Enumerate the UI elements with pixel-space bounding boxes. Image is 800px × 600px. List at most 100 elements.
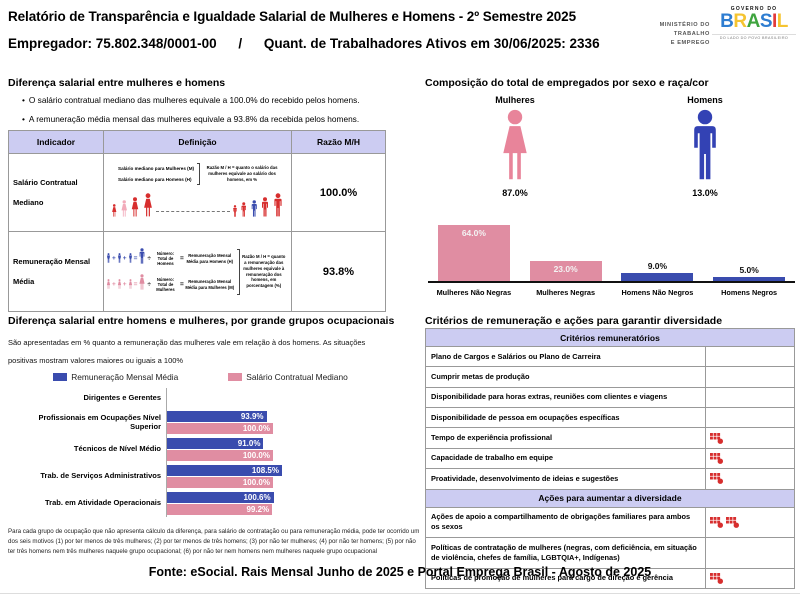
ministry-line: MINISTÉRIO DO [659,22,710,28]
men-percent: 13.0% [692,188,718,198]
bar: 64.0% [437,225,510,281]
bar: 99.2% [167,504,273,515]
legend-label: Salário Contratual Mediano [246,372,348,382]
criteria-row: Políticas de contratação de mulheres (ne… [426,537,794,568]
bar-value-label: 93.9% [240,412,264,421]
women-formula: + + = ÷ Número: Total de Mulheres = Remune… [106,274,235,295]
bar: 108.5% [167,465,282,476]
bar [713,277,786,281]
women-label: Mulheres [495,95,535,105]
female-person-icon [497,109,533,186]
criteria-label: Disponibilidade de pessoa em ocupações e… [426,408,706,428]
bullet-text: A remuneração média mensal das mulheres … [28,114,360,124]
bar: 100.0% [167,423,273,434]
bar-slot: 9.0% [621,261,694,281]
ratio-note: Razão M / H = quanto o salário das mulhe… [206,165,278,182]
criteria-section-header: Ações para aumentar a diversidade [426,488,794,507]
criteria-label: Disponibilidade para horas extras, reuni… [426,387,706,408]
def-line: Salário mediano para Mulheres (M) [118,165,195,171]
female-person-icon [117,276,122,294]
table-row: Remuneração Mensal Média + + = ÷ Número: T… [8,231,386,312]
male-person-icon [128,250,133,268]
bar: 93.9% [167,411,267,422]
composition-heading: Composição do total de empregados por se… [425,77,709,89]
criteria-row: Proatividade, desenvolvimento de ideias … [426,468,794,489]
occ-category-label: Técnicos de Nível Médio [73,444,161,454]
bar-value-label: 99.2% [246,505,270,514]
male-person-icon [687,109,723,186]
employer-id: Empregador: 75.802.348/0001-00 [8,36,217,51]
bar: 91.0% [167,438,264,449]
female-person-icon [142,193,154,222]
bar-slot: 5.0% [713,265,786,281]
formula-text: Número: Total de Homens [156,250,175,267]
people-pictogram-row [106,193,289,222]
male-person-icon [240,202,248,222]
criteria-marks [706,428,794,447]
divide-sign: ÷ [147,281,151,288]
occupational-heading: Diferença salarial entre homens e mulher… [8,315,395,327]
criteria-row: Plano de Cargos e Salários ou Plano de C… [426,346,794,367]
active-workers-count: Quant. de Trabalhadores Ativos em 30/06/… [263,36,600,51]
category-label: Mulheres Negras [536,288,596,297]
male-person-icon [138,248,146,269]
bullet-item: • A remuneração média mensal das mulheres… [22,114,394,124]
col-header-razao: Razão M/H [291,130,386,154]
table-row: Salário Contratual Mediano Salário media… [8,153,386,232]
criteria-marks [706,388,794,407]
male-person-icon [272,193,284,222]
bullet-dot: • [22,95,25,105]
indicator-name: Remuneração Mensal Média [8,231,104,312]
bar-value-label: 100.0% [242,451,270,460]
women-percent: 87.0% [502,188,528,198]
female-person-icon [138,274,146,295]
occ-bars: 100.6% 99.2% [166,490,396,517]
bar-value-label: 5.0% [739,265,759,275]
formula-text: Remuneração Mensal Média para Mulheres (… [185,279,235,290]
male-person-icon [232,204,238,222]
bar-value-label: 100.6% [243,493,271,502]
marked-criterion-icon [710,473,723,485]
divide-sign: ÷ [147,255,151,262]
gov-top-label: GOVERNO DO [730,6,778,12]
criteria-row: Disponibilidade de pessoa em ocupações e… [426,407,794,428]
criteria-label: Plano de Cargos e Salários ou Plano de C… [426,347,706,367]
source-note: Fonte: eSocial. Rais Mensal Junho de 202… [148,565,652,579]
bar-value-label: 100.0% [242,424,270,433]
occupational-footnote: Para cada grupo de ocupação que não apre… [8,528,420,556]
criteria-label: Capacidade de trabalho em equipe [426,448,706,469]
bracket [236,248,240,295]
criteria-marks [706,347,794,366]
criteria-marks [706,469,794,488]
male-person-icon [260,197,270,222]
gov-brand-letter: R [733,11,747,32]
occ-category-label: Dirigentes e Gerentes [83,393,161,403]
female-person-icon [128,276,133,294]
criteria-marks [706,367,794,386]
category-label: Homens Negros [721,288,778,297]
bar-value-label: 91.0% [237,439,261,448]
criteria-row: Ações de apoio a compartilhamento de obr… [426,506,794,538]
composition-plot: 64.0% 23.0% 9.0% 5.0% [428,213,795,283]
criteria-heading: Critérios de remuneração e ações para ga… [425,315,723,327]
occupational-legend: Remuneração Mensal Média Salário Contratu… [8,372,393,382]
ratio-value: 100.0% [291,153,386,232]
occ-category-label: Profissionais em Ocupações Nível Superio… [38,413,161,431]
definition-cell: + + = ÷ Número: Total de Homens = Remunera… [103,231,292,312]
criteria-row: Cumprir metas de produção [426,366,794,387]
formula-text: Número: Total de Mulheres [156,276,175,293]
legend-item: Salário Contratual Mediano [228,372,348,382]
criteria-marks [706,408,794,427]
bracket [197,163,201,185]
criteria-label: Políticas de contratação de mulheres (ne… [426,538,706,568]
bar-value-label: 23.0% [553,264,578,274]
bar: 100.0% [167,477,273,488]
gov-brand-letter: L [776,11,789,32]
legend-swatch [228,373,243,381]
marked-criterion-icon [710,432,723,444]
bullet-dot: • [22,114,25,124]
criteria-row: Tempo de experiência profissional [426,427,794,448]
indicator-name: Salário Contratual Mediano [8,153,104,232]
criteria-section-header: Critérios remuneratórios [426,329,794,346]
formula-text: Remuneração Mensal Média para Homens (H) [186,253,234,264]
